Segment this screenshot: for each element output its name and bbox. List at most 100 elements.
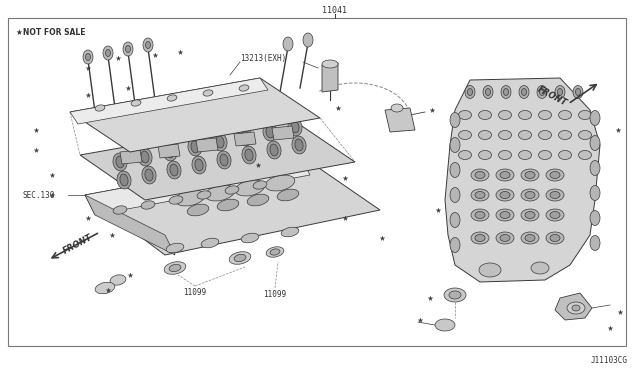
Ellipse shape (496, 189, 514, 201)
Ellipse shape (145, 42, 150, 48)
Ellipse shape (499, 131, 511, 140)
Ellipse shape (590, 211, 600, 225)
Ellipse shape (117, 171, 131, 189)
Ellipse shape (187, 204, 209, 216)
Ellipse shape (288, 118, 302, 136)
Ellipse shape (435, 319, 455, 331)
Ellipse shape (166, 146, 174, 158)
Ellipse shape (449, 291, 461, 299)
Ellipse shape (120, 174, 128, 186)
Polygon shape (445, 78, 600, 282)
Ellipse shape (188, 138, 202, 156)
Ellipse shape (110, 275, 126, 285)
Ellipse shape (236, 180, 265, 196)
Ellipse shape (483, 86, 493, 99)
Ellipse shape (546, 232, 564, 244)
Bar (8, 18, 626, 346)
Ellipse shape (538, 151, 552, 160)
Ellipse shape (123, 42, 133, 56)
Ellipse shape (450, 112, 460, 128)
Polygon shape (85, 155, 380, 255)
Polygon shape (70, 78, 320, 152)
Ellipse shape (499, 151, 511, 160)
Ellipse shape (590, 135, 600, 151)
Ellipse shape (175, 190, 205, 206)
Ellipse shape (525, 234, 535, 241)
Ellipse shape (471, 232, 489, 244)
Ellipse shape (579, 131, 591, 140)
Ellipse shape (450, 187, 460, 202)
Polygon shape (158, 144, 180, 158)
Ellipse shape (522, 89, 527, 96)
Ellipse shape (559, 110, 572, 119)
Ellipse shape (281, 227, 299, 237)
Ellipse shape (559, 151, 572, 160)
Ellipse shape (191, 141, 199, 153)
Ellipse shape (500, 171, 510, 179)
Ellipse shape (479, 131, 492, 140)
Ellipse shape (479, 151, 492, 160)
Ellipse shape (141, 201, 155, 209)
Polygon shape (196, 138, 218, 152)
Ellipse shape (525, 212, 535, 218)
Ellipse shape (291, 121, 299, 133)
Ellipse shape (471, 189, 489, 201)
Ellipse shape (546, 169, 564, 181)
Ellipse shape (518, 151, 531, 160)
Ellipse shape (540, 89, 545, 96)
Text: 11099: 11099 (264, 290, 287, 299)
Ellipse shape (201, 238, 219, 248)
Ellipse shape (501, 86, 511, 99)
Ellipse shape (504, 89, 509, 96)
Ellipse shape (471, 209, 489, 221)
Ellipse shape (496, 209, 514, 221)
Ellipse shape (217, 199, 239, 211)
Ellipse shape (145, 169, 153, 181)
Ellipse shape (590, 186, 600, 201)
Ellipse shape (241, 233, 259, 243)
Ellipse shape (241, 131, 249, 143)
Ellipse shape (113, 153, 127, 171)
Polygon shape (385, 108, 415, 132)
Ellipse shape (458, 151, 472, 160)
Ellipse shape (169, 264, 181, 272)
Text: FRONT: FRONT (536, 84, 568, 108)
Ellipse shape (550, 192, 560, 199)
Ellipse shape (238, 128, 252, 146)
Ellipse shape (216, 136, 224, 148)
Ellipse shape (86, 54, 90, 61)
Ellipse shape (475, 212, 485, 218)
Ellipse shape (546, 189, 564, 201)
Ellipse shape (499, 110, 511, 119)
Ellipse shape (575, 89, 580, 96)
Ellipse shape (217, 151, 231, 169)
Ellipse shape (465, 86, 475, 99)
Ellipse shape (270, 144, 278, 156)
Ellipse shape (170, 164, 178, 176)
Ellipse shape (283, 37, 293, 51)
Ellipse shape (303, 33, 313, 47)
Ellipse shape (471, 169, 489, 181)
Ellipse shape (450, 138, 460, 153)
Ellipse shape (95, 105, 105, 111)
Text: J11103CG: J11103CG (591, 356, 628, 365)
Ellipse shape (263, 123, 277, 141)
Ellipse shape (531, 262, 549, 274)
Ellipse shape (234, 254, 246, 262)
Ellipse shape (579, 151, 591, 160)
Ellipse shape (590, 110, 600, 125)
Ellipse shape (203, 90, 213, 96)
Ellipse shape (95, 282, 115, 294)
Ellipse shape (573, 86, 583, 99)
Polygon shape (120, 150, 142, 164)
Ellipse shape (550, 171, 560, 179)
Ellipse shape (557, 89, 563, 96)
Ellipse shape (567, 302, 585, 314)
Text: 11041: 11041 (323, 6, 348, 15)
Ellipse shape (525, 171, 535, 179)
Ellipse shape (521, 232, 539, 244)
Polygon shape (85, 195, 175, 255)
Ellipse shape (131, 100, 141, 106)
Ellipse shape (479, 110, 492, 119)
Ellipse shape (496, 169, 514, 181)
